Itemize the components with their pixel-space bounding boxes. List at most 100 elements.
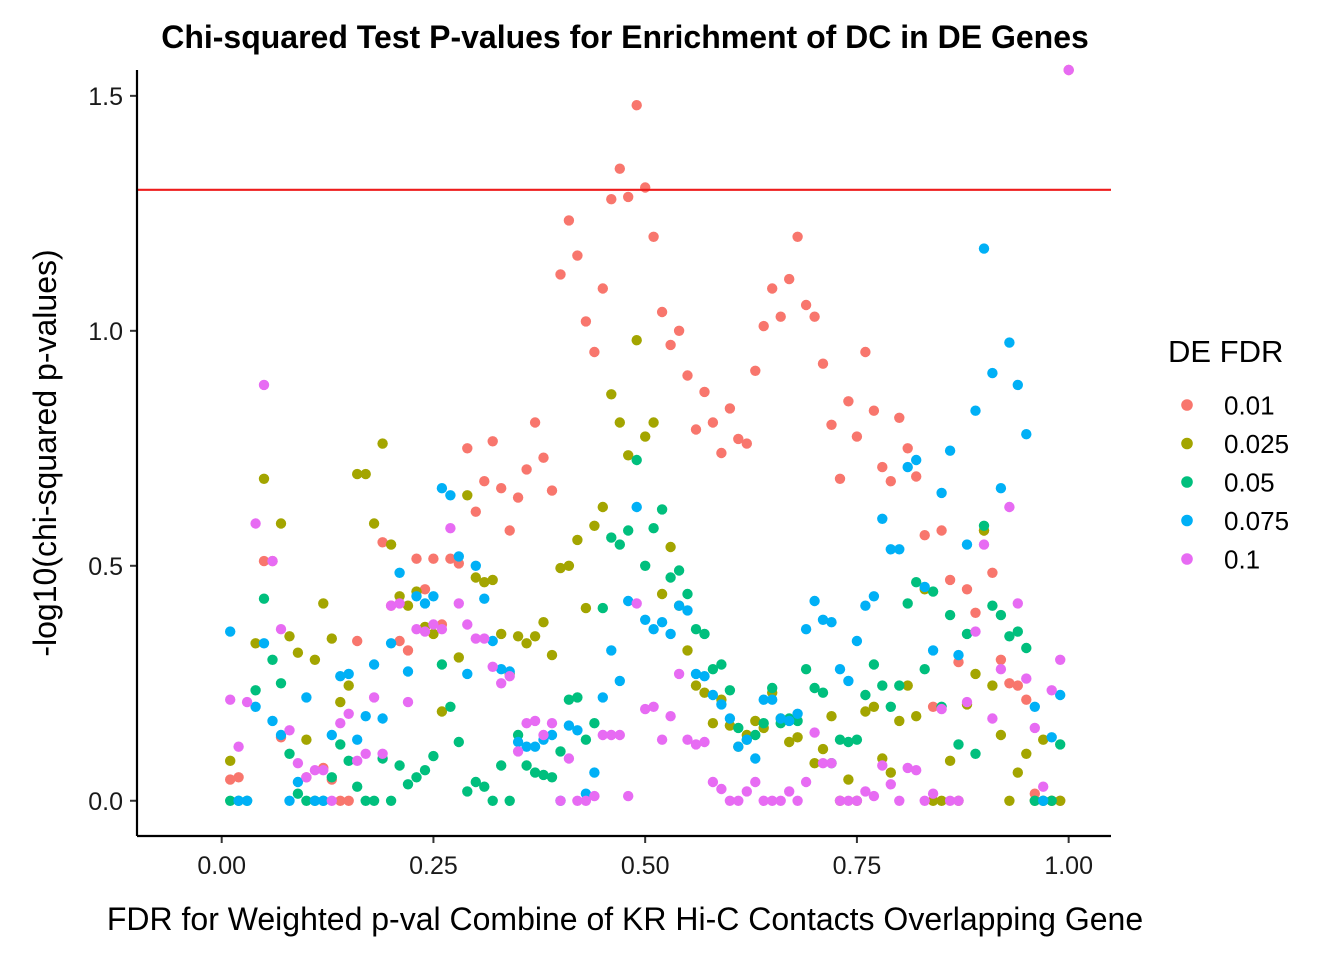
data-point	[792, 732, 803, 743]
y-axis-title: -log10(chi-squared p-values)	[27, 249, 63, 656]
data-point	[614, 539, 625, 550]
data-point	[733, 795, 744, 806]
data-point	[385, 795, 397, 806]
data-point	[402, 600, 414, 611]
data-point	[987, 567, 998, 578]
data-point	[512, 736, 524, 748]
data-point	[961, 584, 973, 595]
data-point	[368, 518, 380, 529]
data-point	[572, 725, 583, 736]
data-point	[631, 335, 642, 346]
data-point	[419, 626, 431, 637]
data-point	[377, 537, 388, 548]
data-point	[987, 680, 998, 691]
data-point	[292, 647, 304, 658]
axis-ticks: 0.00 0.25 0.50 0.75 1.00 0.0 0.5 1.0 1.5	[88, 83, 1093, 880]
data-point	[936, 703, 947, 715]
data-point	[284, 795, 295, 806]
data-point	[580, 602, 592, 614]
data-point	[961, 539, 973, 550]
data-point	[631, 100, 642, 111]
data-point	[343, 708, 354, 719]
data-point	[394, 635, 405, 647]
data-point	[868, 701, 880, 712]
data-point	[360, 748, 371, 759]
data-point	[394, 567, 405, 578]
data-point	[521, 741, 532, 752]
data-point	[970, 668, 981, 680]
data-point	[665, 541, 676, 553]
data-point	[792, 708, 803, 719]
data-point	[919, 795, 930, 806]
data-point	[419, 584, 431, 595]
data-point	[589, 346, 600, 358]
data-point	[673, 325, 685, 336]
data-point	[809, 727, 820, 738]
data-point	[411, 624, 422, 635]
data-point	[724, 795, 736, 806]
data-point	[453, 598, 464, 609]
data-point	[462, 668, 473, 680]
data-point	[1055, 739, 1066, 750]
data-point	[784, 786, 795, 797]
data-point	[809, 758, 820, 769]
data-point	[640, 431, 651, 442]
data-point	[631, 454, 642, 466]
data-point	[428, 591, 439, 602]
data-point	[961, 696, 973, 708]
data-point	[775, 311, 786, 322]
data-point	[911, 711, 922, 722]
data-point	[479, 781, 490, 792]
data-point	[877, 461, 888, 473]
data-point	[504, 671, 515, 682]
data-point	[512, 746, 524, 757]
data-point	[606, 729, 617, 741]
data-point	[225, 774, 236, 785]
data-point	[1012, 626, 1023, 637]
data-point	[462, 786, 473, 797]
data-point	[597, 602, 608, 614]
data-point	[572, 692, 583, 703]
data-point	[767, 682, 778, 694]
x-axis-title: FDR for Weighted p-val Combine of KR Hi-…	[107, 901, 1143, 937]
data-point	[504, 795, 515, 806]
data-point	[792, 795, 803, 806]
data-point	[885, 476, 896, 487]
data-point	[1021, 748, 1032, 759]
data-point	[860, 689, 871, 701]
data-point	[496, 678, 507, 689]
data-point	[902, 598, 913, 609]
data-point	[690, 668, 702, 680]
data-point	[555, 795, 566, 806]
data-point	[258, 473, 270, 484]
data-point	[487, 635, 498, 647]
data-point	[428, 628, 439, 640]
data-point	[563, 753, 575, 764]
data-point	[877, 513, 888, 524]
data-point	[529, 767, 541, 778]
data-point	[479, 593, 490, 604]
data-point	[453, 551, 464, 562]
data-point	[733, 722, 744, 734]
data-point	[656, 617, 668, 628]
legend-label: 0.05	[1224, 468, 1275, 498]
data-point	[428, 553, 439, 564]
data-point	[970, 405, 981, 416]
legend-key	[1181, 399, 1193, 411]
data-point	[301, 692, 312, 703]
data-point	[436, 483, 448, 494]
data-point	[648, 701, 659, 712]
y-tick-label: 1.0	[88, 318, 123, 346]
data-point	[225, 795, 236, 806]
legend-key	[1181, 514, 1193, 527]
data-point	[834, 734, 846, 745]
data-point	[250, 638, 261, 649]
data-point	[707, 664, 719, 675]
data-point	[436, 659, 448, 670]
legend-title: DE FDR	[1168, 334, 1283, 369]
data-point	[724, 685, 736, 696]
data-point	[496, 483, 507, 494]
y-tick-label: 0.0	[88, 788, 123, 816]
data-point	[1004, 795, 1015, 806]
data-point	[919, 664, 930, 675]
